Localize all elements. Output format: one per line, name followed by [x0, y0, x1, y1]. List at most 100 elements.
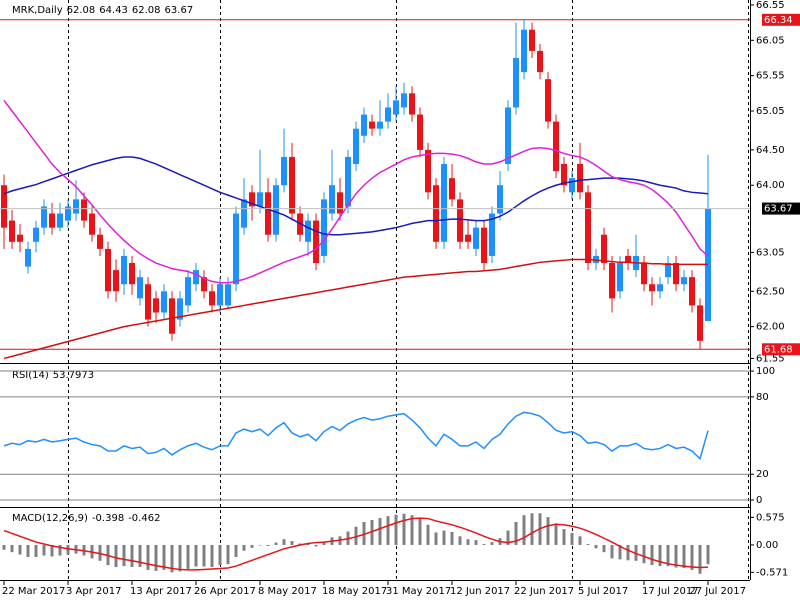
candle-body: [657, 284, 663, 292]
x-tick-label: 5 Jul 2017: [578, 586, 628, 597]
macd-bar: [122, 544, 126, 567]
candle-body: [321, 199, 327, 256]
candle-body: [337, 192, 343, 214]
candle-body: [329, 185, 335, 214]
candle-body: [57, 213, 63, 228]
macd-bar: [114, 544, 118, 568]
moving-average: [3, 99, 709, 284]
macd-bar: [34, 544, 38, 557]
y-tick-label: -0.571: [756, 567, 788, 578]
macd-bar: [18, 544, 22, 555]
candle-body: [137, 277, 143, 299]
macd-bar: [666, 544, 670, 567]
x-tick-label: 22 Mar 2017: [2, 586, 65, 597]
candle-body: [513, 57, 519, 108]
macd-bar: [578, 536, 582, 545]
price-tag: [762, 13, 800, 26]
macd-bar: [466, 539, 470, 545]
macd-bar: [650, 544, 654, 566]
header-label: MRK,Daily: [12, 5, 63, 16]
x-tick-label: 22 Jun 2017: [514, 586, 574, 597]
panel-title: MRK,Daily 62.08 64.43 62.08 63.67: [12, 5, 193, 16]
macd-bar: [426, 524, 430, 545]
x-tick-label: 17 Jul 2017: [642, 586, 699, 597]
macd-bar: [458, 536, 462, 545]
x-tick-label: 3 Apr 2017: [66, 586, 121, 597]
macd-bar: [274, 542, 278, 545]
macd-bar: [658, 544, 662, 567]
macd-bar: [130, 544, 134, 568]
panel-title: MACD(12,26,9) -0.398 -0.462: [12, 513, 160, 524]
macd-bar: [434, 532, 438, 545]
macd-bar: [138, 544, 142, 568]
macd-bar: [522, 515, 526, 545]
macd-bar: [482, 544, 486, 545]
candle-body: [473, 227, 479, 249]
candle-body: [273, 185, 279, 235]
macd-bar: [562, 529, 566, 545]
macd-bar: [202, 544, 206, 567]
candle-body: [465, 234, 471, 242]
macd-bar: [322, 542, 326, 545]
header-value: 53.7973: [53, 370, 94, 381]
header-value: -0.462: [128, 513, 160, 524]
macd-bar: [10, 544, 14, 553]
x-tick-label: 8 May 2017: [258, 586, 317, 597]
macd-bar: [514, 521, 518, 545]
y-tick-label: 64.50: [756, 145, 785, 156]
rsi-line: [3, 411, 709, 461]
y-tick-label: 62.50: [756, 286, 785, 297]
candle-body: [617, 263, 623, 292]
candle-body: [105, 248, 111, 292]
macd-bar: [570, 532, 574, 545]
candle-body: [521, 29, 527, 73]
header-value: -0.398: [92, 513, 124, 524]
macd-bar: [314, 544, 318, 547]
x-tick-label: 31 May 2017: [386, 586, 451, 597]
moving-average: [3, 258, 708, 360]
macd-bar: [490, 542, 494, 545]
candle-body: [441, 164, 447, 242]
candle-body: [577, 164, 583, 193]
macd-bar: [50, 544, 54, 557]
candle-body: [545, 79, 551, 122]
candle-body: [497, 185, 503, 214]
signal-line: [3, 517, 709, 571]
candle-body: [265, 192, 271, 235]
candle-body: [369, 121, 375, 129]
x-tick-label: 27 Jul 2017: [689, 586, 746, 597]
candle-body: [665, 263, 671, 278]
x-tick-label: 13 Apr 2017: [130, 586, 192, 597]
moving-average: [3, 156, 709, 236]
macd-bar: [594, 544, 598, 549]
candle-body: [225, 284, 231, 306]
macd-bar: [26, 544, 30, 557]
macd-bar: [642, 544, 646, 564]
candle-body: [305, 220, 311, 242]
macd-bar: [266, 544, 270, 546]
y-tick-label: 20: [756, 469, 769, 480]
candle-body: [73, 199, 79, 214]
y-tick-label: 66.05: [756, 35, 785, 46]
candle-body: [585, 192, 591, 264]
macd-bar: [626, 544, 630, 561]
y-tick-label: 65.55: [756, 71, 785, 82]
candle-body: [553, 121, 559, 172]
y-tick-label: 65.05: [756, 106, 785, 117]
y-tick-label: 100: [756, 366, 775, 377]
macd-bar: [554, 523, 558, 545]
macd-bar: [242, 544, 246, 551]
candle-body: [257, 192, 263, 207]
candle-body: [345, 156, 351, 207]
candle-body: [161, 291, 167, 313]
candle-body: [33, 227, 39, 242]
candle-body: [537, 50, 543, 73]
price-tag: [762, 343, 800, 356]
candle-body: [457, 199, 463, 242]
macd-bar: [506, 530, 510, 545]
candle-body: [673, 263, 679, 285]
candle-body: [241, 199, 247, 228]
candle-body: [249, 192, 255, 207]
candle-body: [385, 107, 391, 122]
